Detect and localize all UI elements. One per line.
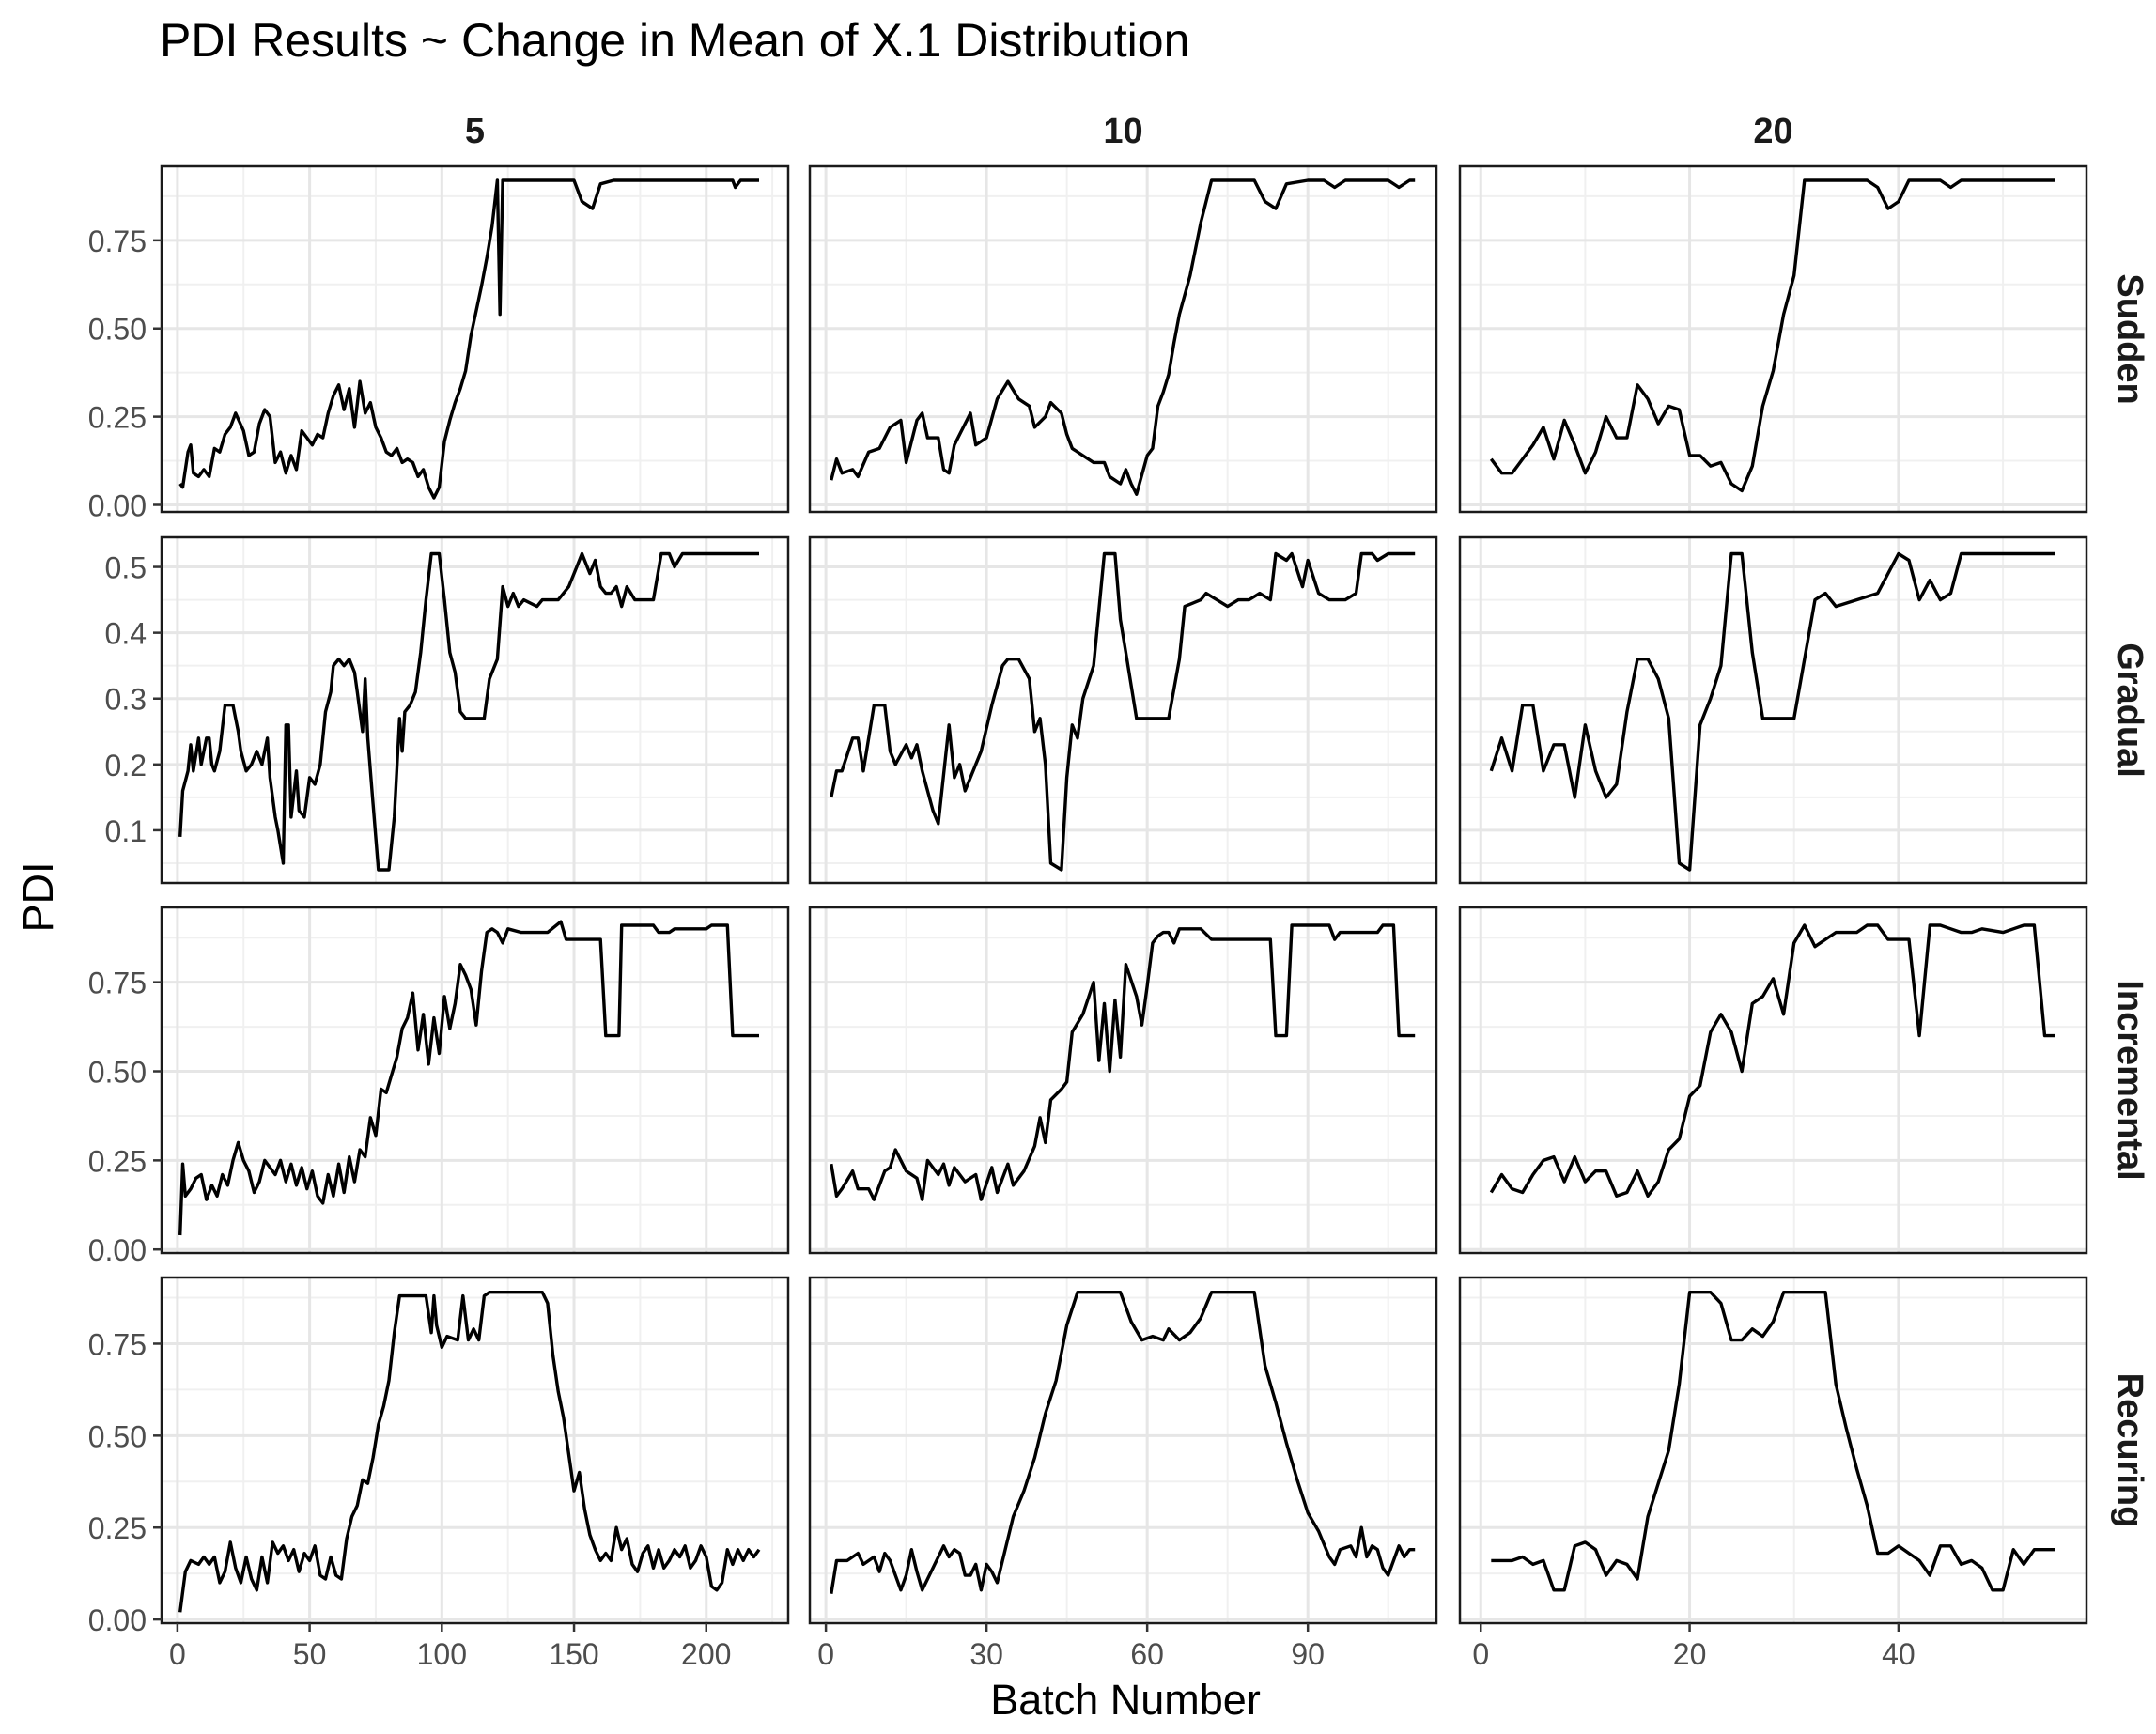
series-line-pdi [830,923,1416,1201]
series-line-pdi [830,551,1416,872]
series-line-pdi [178,920,759,1236]
panel-incremental-10 [808,906,1438,1255]
x-tick-label: 50 [293,1637,327,1671]
column-strip-label-10: 10 [1103,112,1142,151]
y-tick-label: 0.75 [88,1327,147,1361]
panel-recuring-20: 0 20 40 [1458,1276,2088,1671]
panel-border [1458,1276,2088,1625]
y-tick-label: 0.00 [88,1233,147,1267]
x-tick-label: 40 [1882,1637,1916,1671]
panel-border [808,535,1438,885]
panel-border [808,164,1438,514]
y-tick-label: 0.3 [105,683,147,717]
x-axis-title: Batch Number [990,1676,1261,1724]
panel-border [808,906,1438,1255]
y-tick-label: 0.00 [88,1603,147,1637]
panel-border [808,1276,1438,1625]
series-line-pdi [830,1291,1416,1594]
series-line-pdi [178,551,759,872]
panel-border [1458,164,2088,514]
x-tick-label: 100 [417,1637,467,1671]
y-tick-label: 0.25 [88,401,147,435]
y-tick-label: 0.25 [88,1144,147,1178]
series-line-pdi [1489,178,2055,493]
y-axis-title: PDI [14,861,62,932]
series-line-pdi [1491,1291,2055,1592]
panel-border [160,164,790,514]
x-tick-label: 30 [969,1637,1003,1671]
panel-border [160,535,790,885]
panel-incremental-20 [1458,906,2088,1255]
panel-sudden-10 [808,164,1438,514]
x-tick-label: 60 [1130,1637,1164,1671]
panel-gradual-5: 0.1 0.2 0.3 0.4 0.5 [105,535,790,885]
panel-border [1458,906,2088,1255]
row-strip-label-gradual: Gradual [2110,643,2149,778]
column-strip-label-20: 20 [1753,112,1792,151]
row-strip-label-incremental: Incremental [2110,980,2149,1180]
x-tick-label: 200 [681,1637,731,1671]
y-tick-label: 0.75 [88,967,147,1000]
x-tick-label: 150 [549,1637,598,1671]
panel-gradual-20 [1458,535,2088,885]
x-tick-label: 90 [1291,1637,1325,1671]
panel-sudden-20 [1458,164,2088,514]
panel-border [160,1276,790,1625]
y-tick-label: 0.00 [88,488,147,522]
y-tick-label: 0.50 [88,1056,147,1090]
panel-border [1458,535,2088,885]
y-tick-label: 0.75 [88,224,147,258]
y-tick-label: 0.25 [88,1511,147,1545]
chart-title: PDI Results ~ Change in Mean of X.1 Dist… [160,14,1189,67]
series-line-pdi [178,178,759,500]
column-strip-label-5: 5 [465,112,485,151]
panels-layer: 5 10 20 Sudden Gradual Incremental Recuring 0.0… [88,112,2149,1671]
panel-incremental-5: 0.00 0.25 0.50 0.75 [88,906,790,1267]
panel-gradual-10 [808,535,1438,885]
x-tick-label: 0 [817,1637,834,1671]
row-strip-label-recuring: Recuring [2110,1373,2149,1528]
panel-recuring-5: 0.00 0.25 0.50 0.75 0 50 100 150 200 [88,1276,790,1671]
series-line-pdi [1489,551,2055,872]
y-tick-label: 0.50 [88,313,147,347]
x-tick-label: 20 [1673,1637,1707,1671]
row-strip-label-sudden: Sudden [2110,273,2149,404]
x-tick-label: 0 [169,1637,186,1671]
panel-sudden-5: 0.00 0.25 0.50 0.75 [88,164,790,522]
series-line-pdi [830,178,1416,496]
series-line-pdi [1489,923,2055,1198]
panel-border [160,906,790,1255]
panel-recuring-10: 0 30 60 90 [808,1276,1438,1671]
x-tick-label: 0 [1472,1637,1489,1671]
y-tick-label: 0.1 [105,814,147,848]
y-tick-label: 0.2 [105,749,147,782]
y-tick-label: 0.4 [105,617,147,651]
y-tick-label: 0.5 [105,551,147,585]
y-tick-label: 0.50 [88,1419,147,1453]
series-line-pdi [178,1291,761,1613]
